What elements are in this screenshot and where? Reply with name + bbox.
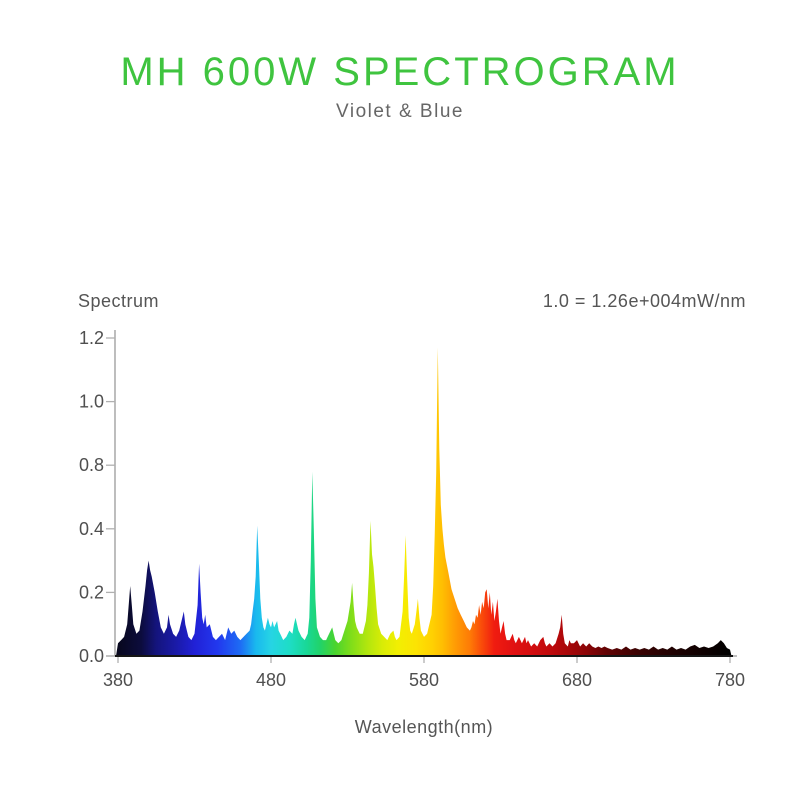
page-title: MH 600W SPECTROGRAM xyxy=(120,50,680,94)
y-tick-label: 0.2 xyxy=(79,582,104,602)
x-tick-label: 580 xyxy=(409,670,439,690)
x-tick-label: 680 xyxy=(562,670,592,690)
page-subtitle: Violet & Blue xyxy=(336,101,464,122)
spectrum-area xyxy=(116,347,732,656)
x-tick-label: 780 xyxy=(715,670,745,690)
y-tick-label: 1.0 xyxy=(79,392,104,412)
x-axis-title: Wavelength(nm) xyxy=(354,717,494,737)
y-tick-label: 0.0 xyxy=(79,646,104,666)
y-tick-label: 1.2 xyxy=(79,328,104,348)
x-tick-label: 480 xyxy=(256,670,286,690)
y-tick-label: 0.4 xyxy=(79,519,104,539)
x-tick-label: 380 xyxy=(103,670,133,690)
scale-annotation: 1.0 = 1.26e+004mW/nm xyxy=(542,291,746,311)
y-tick-label: 0.8 xyxy=(79,455,104,475)
y-axis-title: Spectrum xyxy=(78,291,160,311)
